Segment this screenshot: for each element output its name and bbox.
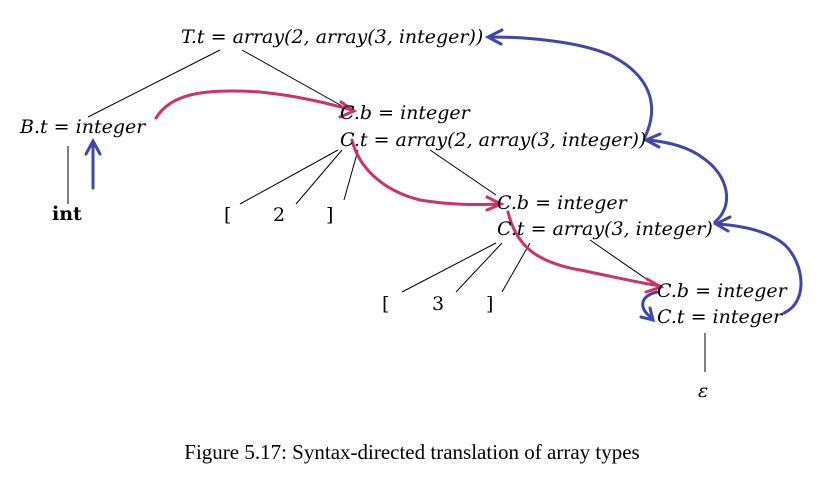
red-arrowhead-C2 [485, 195, 505, 212]
root-attr: T.t [181, 26, 205, 48]
edge-C1-num [295, 149, 343, 205]
c3-b-label: C.b = integer [657, 280, 787, 302]
c3-t-value: integer [712, 306, 783, 328]
edge-root-C1 [241, 49, 343, 107]
c1-left-bracket: [ [224, 204, 232, 226]
c1-b-eq: = [372, 102, 401, 124]
blue-arrow-C1-to-root [488, 35, 654, 139]
blue-arrow-C3-to-C2 [716, 222, 803, 315]
c2-b-value: integer [557, 192, 627, 214]
edge-C2-C3 [589, 239, 656, 286]
blue-dependency-arrows [84, 28, 803, 323]
c3-b-eq: = [689, 280, 718, 302]
c2-number: 3 [432, 293, 445, 315]
red-arrow-C1-to-C2 [350, 138, 502, 207]
c3-t-label: C.t = integer [657, 306, 782, 328]
c3-b-value: integer [717, 280, 787, 302]
epsilon-leaf: ε [698, 380, 709, 402]
blue-arrow-C3b-to-C3t [641, 290, 659, 320]
edge-C1-C2 [429, 149, 497, 196]
blue-arrowhead-C2t [712, 215, 732, 233]
edge-root-B [87, 49, 221, 118]
edge-C2-rbracket [501, 242, 531, 293]
red-arrowhead-C1 [338, 100, 358, 119]
b-eq: = [47, 116, 76, 138]
c2-right-bracket: ] [486, 293, 494, 315]
blue-arrowhead-C1t [642, 132, 662, 149]
c1-b-value: integer [400, 102, 470, 124]
c2-b-attr: C.b [497, 192, 530, 214]
c2-left-bracket: [ [382, 293, 390, 315]
blue-arrowhead-root [484, 28, 504, 46]
blue-arrowhead-C3t [639, 306, 656, 323]
b-attr: B.t [20, 116, 48, 138]
c2-b-label: C.b = integer [497, 192, 627, 214]
c3-t-eq: = [684, 306, 713, 328]
blue-arrowhead-B [84, 137, 102, 156]
root-eq: = [204, 26, 233, 48]
c1-number: 2 [273, 204, 286, 226]
c1-b-attr: C.b [340, 102, 373, 124]
edge-C1-rbracket [343, 149, 359, 201]
c1-b-label: C.b = integer [340, 102, 470, 124]
b-node-label: B.t = integer [20, 116, 145, 138]
tree-edges [67, 49, 706, 372]
red-arrowhead-C3 [644, 277, 665, 294]
c2-t-label: C.t = array(3, integer) [497, 218, 713, 240]
c1-t-value: array(2, array(3, integer)) [395, 129, 647, 151]
root-node-label: T.t = array(2, array(3, integer)) [181, 26, 483, 48]
c3-b-attr: C.b [657, 280, 690, 302]
edge-C1-lbracket [239, 149, 339, 205]
c1-t-attr: C.t [340, 129, 368, 151]
c2-t-eq: = [524, 218, 553, 240]
figure-caption: Figure 5.17: Syntax-directed translation… [184, 440, 640, 464]
c3-t-attr: C.t [657, 306, 685, 328]
edge-C2-lbracket [401, 242, 497, 293]
c2-t-value: array(3, integer) [552, 218, 713, 240]
blue-arrow-C2-to-C1 [646, 138, 729, 224]
c2-b-eq: = [529, 192, 558, 214]
edge-C2-num [455, 242, 503, 293]
int-leaf: int [52, 203, 82, 225]
root-value: array(2, array(3, integer)) [232, 26, 484, 48]
red-arrow-C2-to-C3 [506, 210, 662, 288]
c2-t-attr: C.t [497, 218, 525, 240]
c1-t-eq: = [367, 129, 396, 151]
c1-t-label: C.t = array(2, array(3, integer)) [340, 129, 646, 151]
c1-right-bracket: ] [326, 204, 334, 226]
b-value: integer [75, 116, 146, 138]
red-arrow-B-to-C1 [154, 89, 354, 120]
red-dependency-arrows [154, 89, 665, 294]
